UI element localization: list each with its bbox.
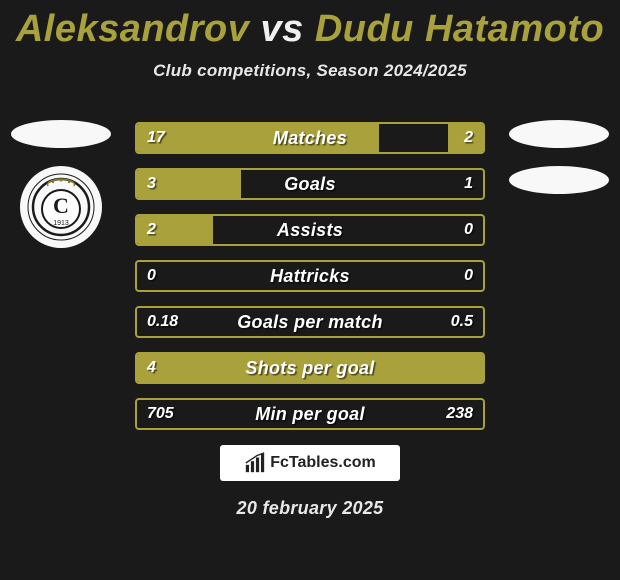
svg-text:1913: 1913: [53, 220, 69, 227]
stat-value-right: 0: [454, 216, 483, 244]
chart-icon: [244, 452, 266, 474]
stat-bar: 705Min per goal238: [135, 398, 485, 430]
player2-photo-placeholder: [509, 120, 609, 148]
date-text: 20 february 2025: [0, 498, 620, 519]
stat-bar: 4Shots per goal: [135, 352, 485, 384]
left-crest-column: C 1913: [6, 120, 116, 248]
stat-bar: 0Hattricks0: [135, 260, 485, 292]
player2-name: Dudu Hatamoto: [315, 8, 604, 50]
stat-value-right: 0.5: [441, 308, 483, 336]
stat-value-right: 238: [436, 400, 483, 428]
subtitle: Club competitions, Season 2024/2025: [0, 61, 620, 81]
stat-bar: 2Assists0: [135, 214, 485, 246]
stat-value-right: 1: [454, 170, 483, 198]
player1-photo-placeholder: [11, 120, 111, 148]
stat-bar: 0.18Goals per match0.5: [135, 306, 485, 338]
stat-label: Min per goal: [137, 400, 483, 428]
player1-club-crest: C 1913: [20, 166, 102, 248]
stat-label: Matches: [137, 124, 483, 152]
stat-bars-container: 17Matches23Goals12Assists00Hattricks00.1…: [135, 122, 485, 430]
stat-value-right: 0: [454, 262, 483, 290]
stat-label: Hattricks: [137, 262, 483, 290]
stat-label: Assists: [137, 216, 483, 244]
stat-label: Goals: [137, 170, 483, 198]
stat-label: Goals per match: [137, 308, 483, 336]
player1-name: Aleksandrov: [16, 8, 250, 50]
comparison-title: Aleksandrov vs Dudu Hatamoto: [0, 0, 620, 51]
svg-text:C: C: [53, 193, 69, 218]
fctables-branding[interactable]: FcTables.com: [220, 445, 400, 481]
right-crest-column: [504, 120, 614, 194]
branding-text: FcTables.com: [270, 454, 376, 472]
player2-club-placeholder: [509, 166, 609, 194]
stat-label: Shots per goal: [137, 354, 483, 382]
club-crest-icon: C 1913: [26, 172, 96, 242]
vs-text: vs: [260, 8, 303, 50]
stat-bar: 3Goals1: [135, 168, 485, 200]
stat-value-right: 2: [454, 124, 483, 152]
stat-bar: 17Matches2: [135, 122, 485, 154]
